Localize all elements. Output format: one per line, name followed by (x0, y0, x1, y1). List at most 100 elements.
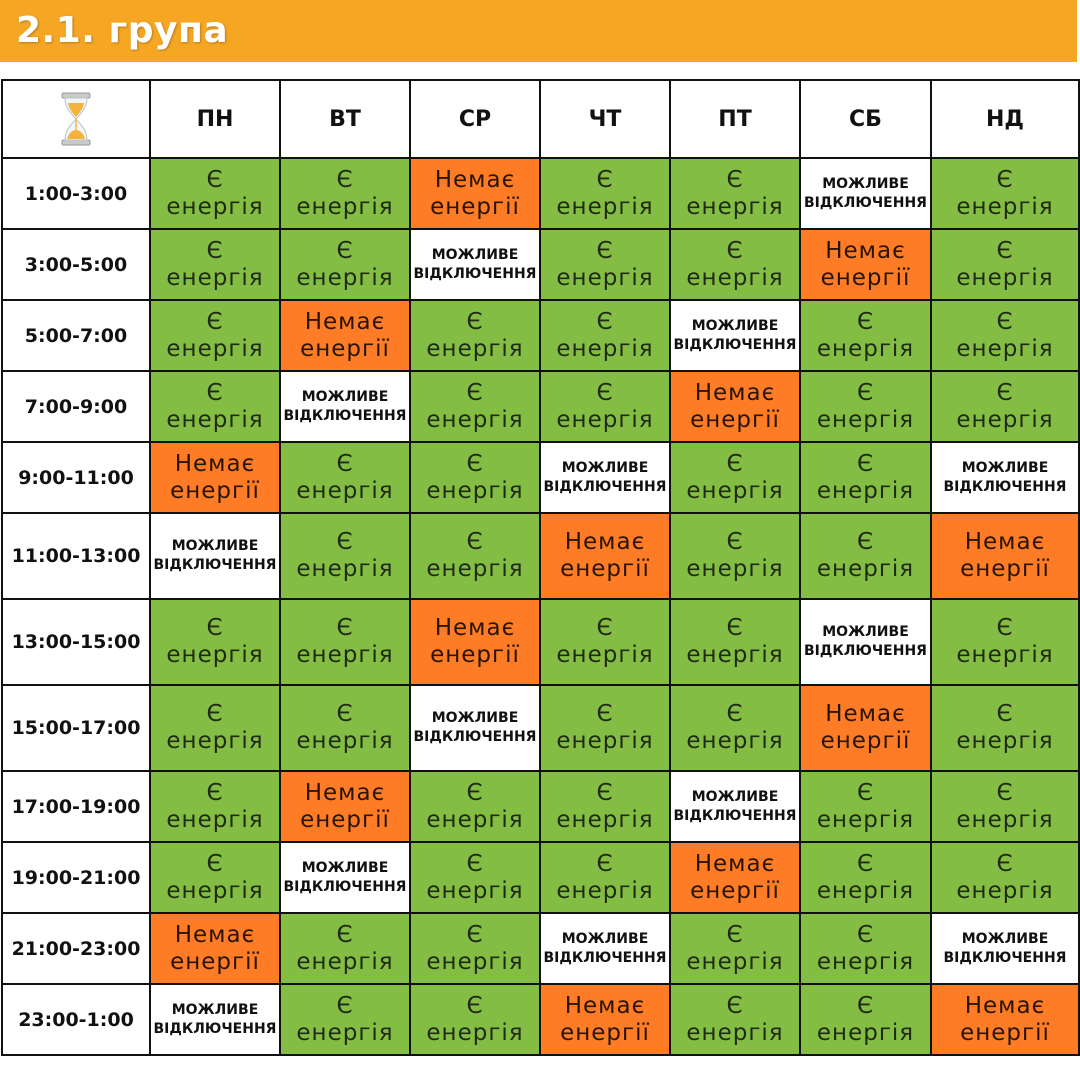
status-line: Є (206, 701, 224, 727)
status-line: енергія (956, 642, 1054, 668)
status-line: енергії (960, 1019, 1050, 1046)
time-slot: 11:00-13:00 (1, 512, 151, 600)
status-line: енергія (556, 335, 654, 362)
status-line: ВІДКЛЮЧЕННЯ (543, 478, 667, 495)
status-line: ВІДКЛЮЧЕННЯ (413, 265, 537, 282)
status-line: МОЖЛИВЕ (561, 459, 649, 476)
day-header: ЧТ (539, 79, 671, 159)
status-line: Є (466, 308, 484, 335)
status-line: енергія (556, 406, 654, 433)
status-text: Немає енергії (960, 993, 1050, 1047)
time-slot: 19:00-21:00 (1, 841, 151, 914)
page-title: 2.1. група (16, 10, 229, 51)
status-line: Є (466, 779, 484, 806)
status-cell-off: Немає енергії (149, 441, 281, 514)
day-header: ПН (149, 79, 281, 159)
status-cell-off: Немає енергії (930, 983, 1080, 1056)
status-line: Є (856, 450, 875, 477)
status-line: енергії (300, 806, 390, 833)
day-header: ПТ (669, 79, 801, 159)
status-line: енергія (296, 193, 394, 220)
status-line: енергії (170, 948, 260, 975)
status-line: Є (466, 992, 484, 1019)
status-line: Є (996, 308, 1014, 335)
time-slot: 9:00-11:00 (1, 441, 151, 514)
status-cell-off: Немає енергії (799, 228, 932, 301)
status-line: Є (856, 921, 875, 948)
status-cell-off: Немає енергії (669, 370, 801, 443)
status-line: енергія (556, 264, 654, 291)
header-row: ПН ВТ СР ЧТ ПТ СБ НД (1, 79, 1080, 159)
status-line: енергія (296, 477, 394, 504)
status-line: МОЖЛИВЕ (822, 624, 909, 640)
status-cell-maybe: МОЖЛИВЕ ВІДКЛЮЧЕННЯ (799, 157, 932, 230)
status-line: енергія (426, 948, 524, 975)
status-cell-maybe: МОЖЛИВЕ ВІДКЛЮЧЕННЯ (279, 370, 411, 443)
status-line: ВІДКЛЮЧЕННЯ (673, 336, 797, 353)
status-line: Немає (694, 379, 776, 406)
status-line: Є (466, 529, 484, 555)
status-line: енергія (556, 877, 654, 904)
time-slot: 1:00-3:00 (1, 157, 151, 230)
status-line: Немає (304, 308, 386, 335)
status-line: енергія (296, 642, 394, 668)
status-text: МОЖЛИВЕ ВІДКЛЮЧЕННЯ (674, 317, 797, 355)
status-line: Є (466, 850, 484, 877)
status-line: ВІДКЛЮЧЕННЯ (543, 949, 667, 966)
status-line: Є (466, 921, 484, 948)
status-line: енергія (956, 264, 1054, 291)
status-line: енергія (556, 806, 654, 833)
status-line: енергія (816, 806, 915, 833)
status-text: Немає енергії (430, 615, 520, 669)
status-line: енергія (166, 406, 264, 433)
status-line: Є (596, 237, 614, 264)
status-cell-maybe: МОЖЛИВЕ ВІДКЛЮЧЕННЯ (930, 441, 1080, 514)
status-line: Немає (694, 850, 776, 877)
status-text: МОЖЛИВЕ ВІДКЛЮЧЕННЯ (284, 388, 407, 426)
status-line: Є (726, 992, 744, 1019)
status-line: МОЖЛИВЕ (301, 388, 389, 405)
status-line: енергія (166, 335, 264, 362)
status-line: енергія (686, 556, 784, 582)
status-line: МОЖЛИВЕ (691, 788, 779, 805)
status-line: енергія (686, 193, 784, 220)
status-line: енергія (686, 728, 784, 754)
status-line: Є (856, 529, 875, 555)
status-cell-maybe: МОЖЛИВЕ ВІДКЛЮЧЕННЯ (409, 684, 541, 772)
status-line: енергія (166, 806, 264, 833)
status-line: енергії (820, 728, 911, 754)
status-line: Є (466, 379, 484, 406)
